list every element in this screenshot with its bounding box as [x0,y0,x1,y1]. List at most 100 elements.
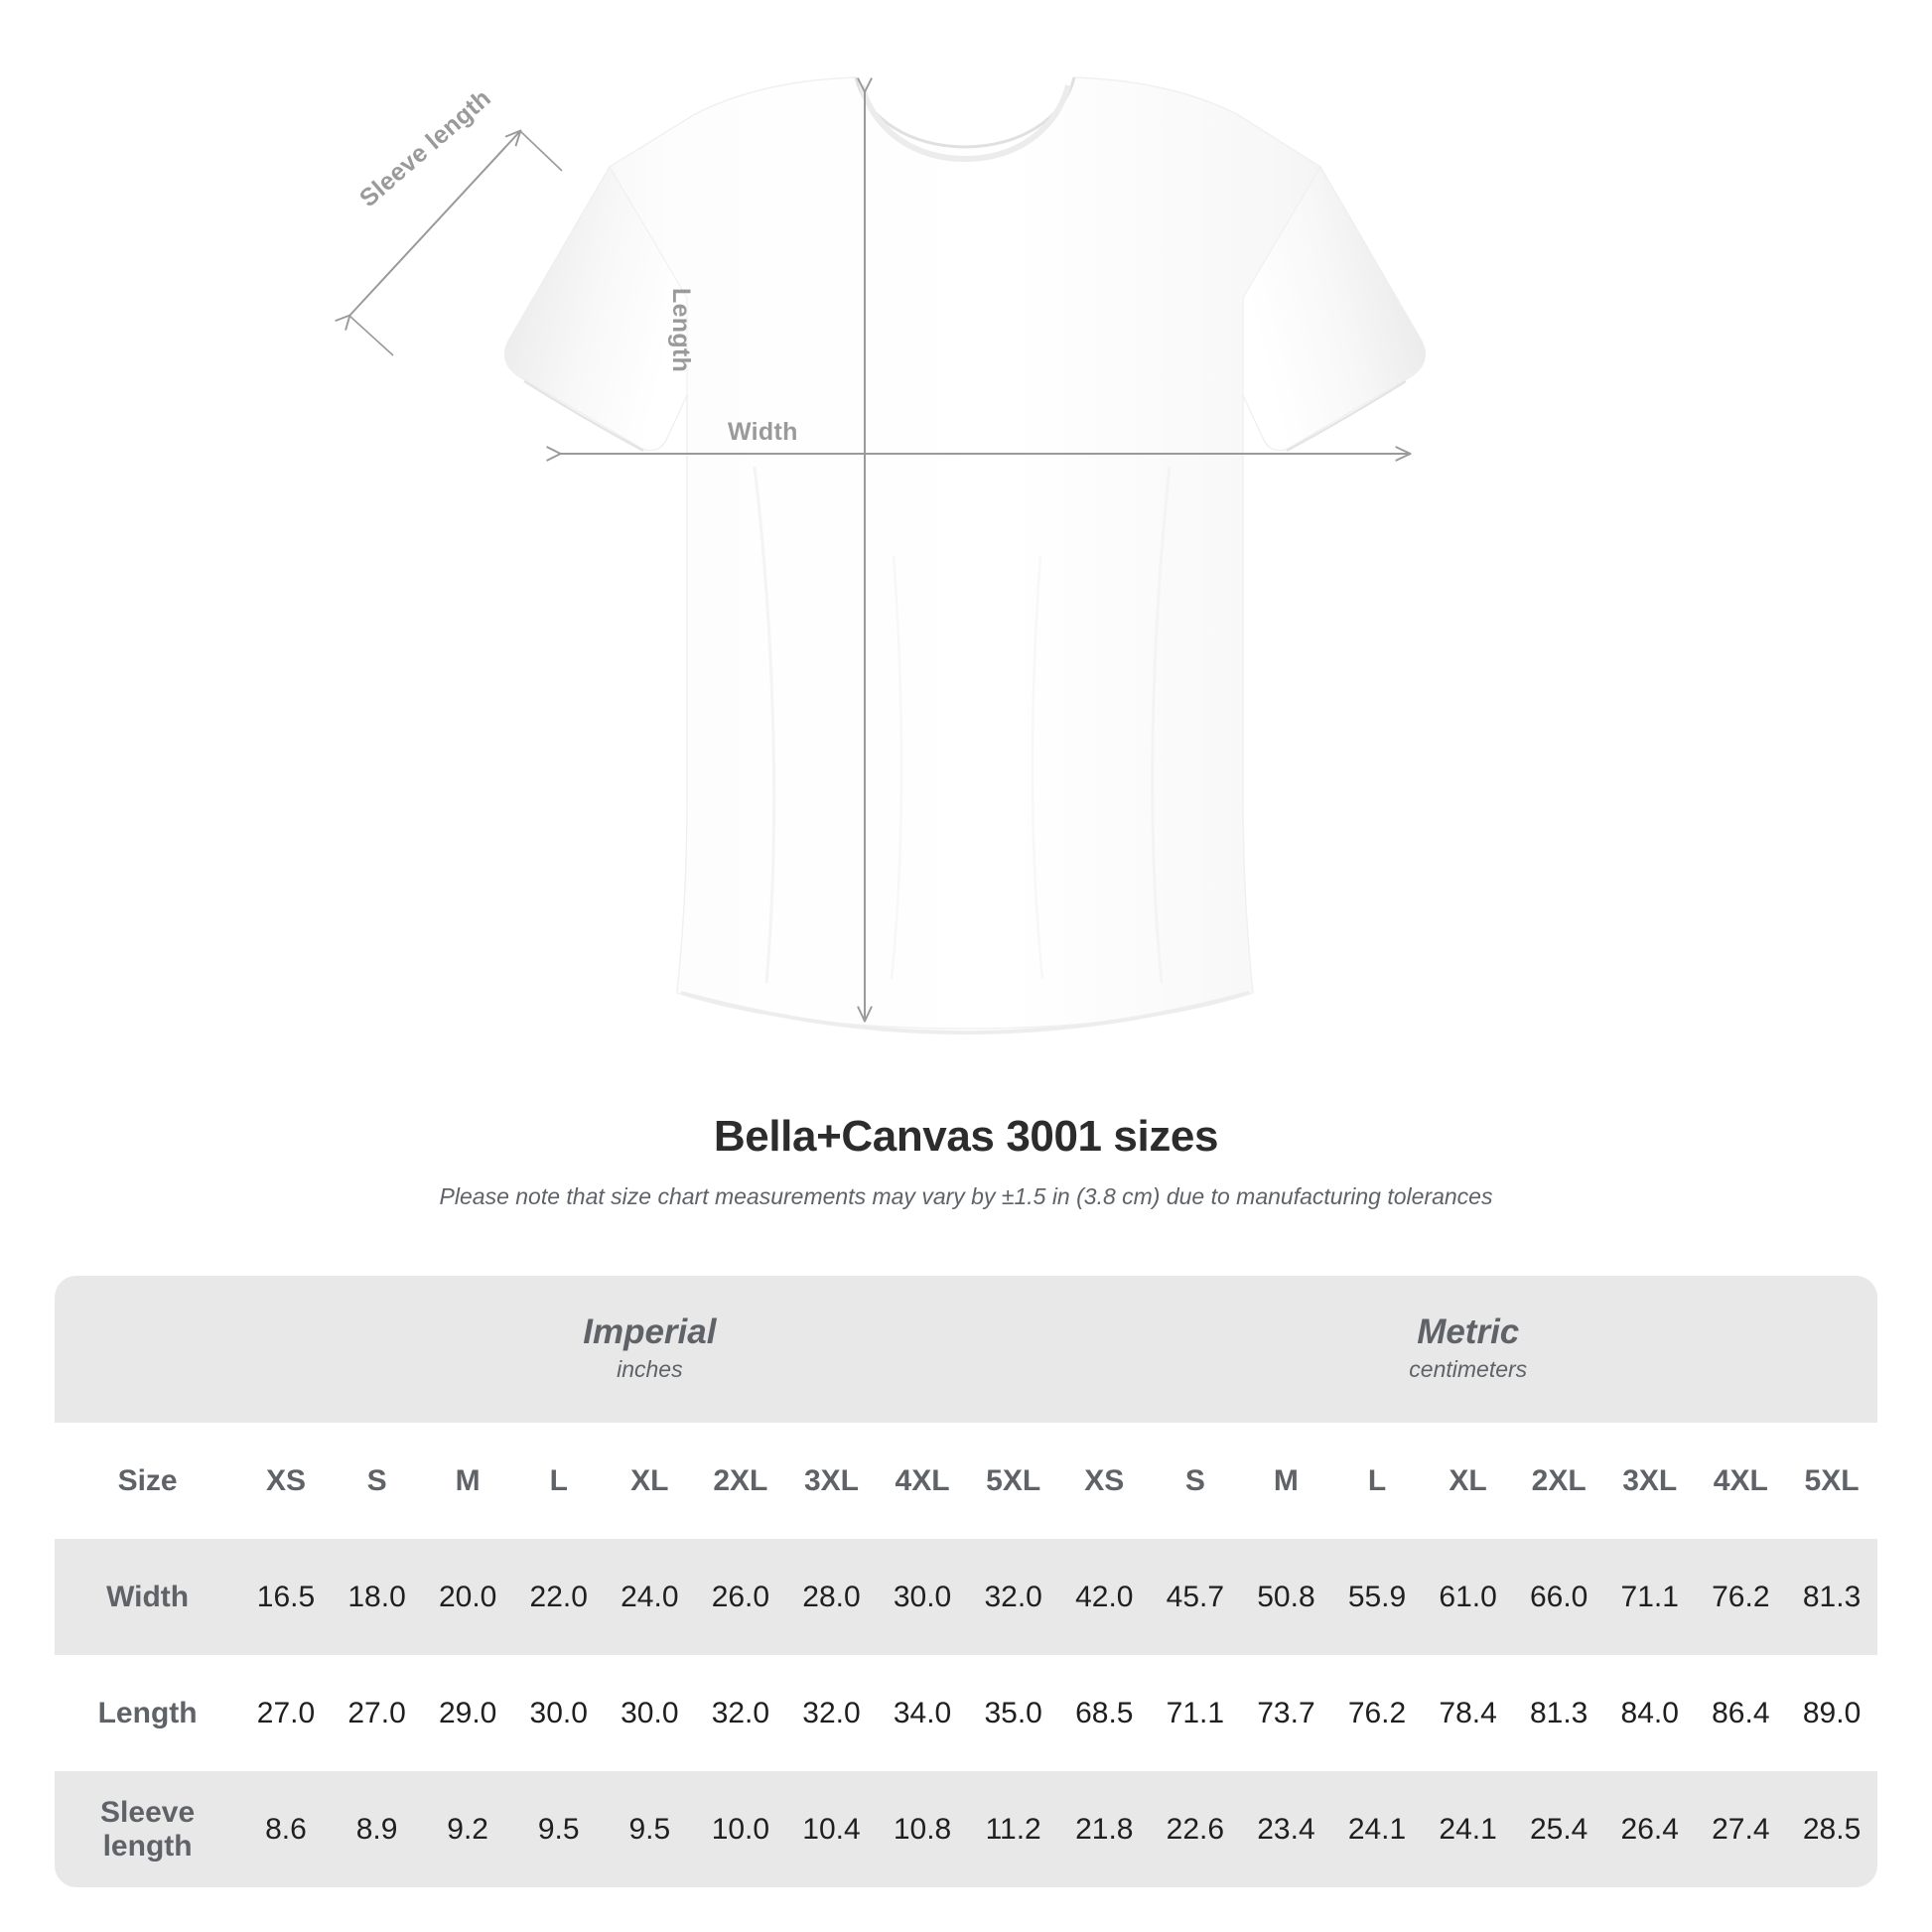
size-header-metric-2xl: 2XL [1513,1423,1604,1539]
size-header-imperial-m: M [422,1423,513,1539]
cell-width-imperial-l: 22.0 [512,1539,605,1655]
row-label-length: Length [55,1655,241,1771]
table-row: Sleeve length 8.6 8.9 9.2 9.5 9.5 10.0 1… [55,1771,1877,1887]
size-header-imperial-xl: XL [604,1423,696,1539]
cell-sleeve-imperial-xl: 9.5 [604,1771,696,1887]
cell-length-metric-2xl: 81.3 [1513,1655,1604,1771]
size-header-imperial-4xl: 4XL [877,1423,968,1539]
measurement-guides [349,91,1410,1021]
cell-sleeve-metric-5xl: 28.5 [1786,1771,1877,1887]
cell-sleeve-metric-3xl: 26.4 [1603,1771,1696,1887]
size-header-imperial-2xl: 2XL [695,1423,786,1539]
size-chart-table: Imperial inches Metric centimeters Size … [55,1276,1877,1887]
cell-sleeve-imperial-s: 8.9 [331,1771,423,1887]
title-block: Bella+Canvas 3001 sizes Please note that… [0,1102,1932,1210]
cell-width-imperial-xl: 24.0 [604,1539,696,1655]
size-header-imperial-3xl: 3XL [785,1423,878,1539]
length-label: Length [667,288,695,373]
unit-banner-spacer [55,1276,241,1423]
cell-sleeve-imperial-5xl: 11.2 [967,1771,1059,1887]
cell-width-imperial-xs: 16.5 [240,1539,332,1655]
page-title: Bella+Canvas 3001 sizes [713,1112,1219,1161]
cell-width-metric-l: 55.9 [1331,1539,1423,1655]
cell-width-metric-2xl: 66.0 [1513,1539,1604,1655]
row-label-width: Width [55,1539,241,1655]
size-header-imperial-5xl: 5XL [967,1423,1059,1539]
cell-length-imperial-l: 30.0 [512,1655,605,1771]
cell-length-imperial-s: 27.0 [331,1655,423,1771]
cell-width-imperial-5xl: 32.0 [967,1539,1059,1655]
sleeve-arrow [349,131,520,316]
cell-width-imperial-2xl: 26.0 [695,1539,786,1655]
cell-width-metric-xl: 61.0 [1422,1539,1514,1655]
cell-width-imperial-m: 20.0 [422,1539,513,1655]
cell-length-imperial-2xl: 32.0 [695,1655,786,1771]
width-label: Width [728,418,798,446]
cell-length-imperial-5xl: 35.0 [967,1655,1059,1771]
cell-width-metric-m: 50.8 [1240,1539,1332,1655]
cell-length-metric-5xl: 89.0 [1786,1655,1877,1771]
cell-sleeve-imperial-4xl: 10.8 [877,1771,968,1887]
imperial-sub: inches [617,1355,683,1382]
size-header-metric-m: M [1240,1423,1332,1539]
unit-banner-metric: Metric centimeters [1058,1276,1877,1423]
table-row: Length 27.0 27.0 29.0 30.0 30.0 32.0 32.… [55,1655,1877,1771]
tshirt-illustration: Sleeve length Length Width [0,76,1427,1035]
cell-width-metric-3xl: 71.1 [1603,1539,1696,1655]
cell-sleeve-metric-xl: 24.1 [1422,1771,1514,1887]
cell-sleeve-imperial-2xl: 10.0 [695,1771,786,1887]
imperial-name: Imperial [583,1311,717,1351]
row-label-sleeve-length: Sleeve length [55,1771,241,1887]
size-header-imperial-xs: XS [240,1423,332,1539]
cell-sleeve-imperial-m: 9.2 [422,1771,513,1887]
size-header-metric-5xl: 5XL [1786,1423,1877,1539]
cell-width-metric-5xl: 81.3 [1786,1539,1877,1655]
size-corner-label: Size [55,1423,241,1539]
cell-length-metric-l: 76.2 [1331,1655,1423,1771]
cell-length-metric-m: 73.7 [1240,1655,1332,1771]
cell-width-imperial-s: 18.0 [331,1539,423,1655]
cell-width-metric-xs: 42.0 [1058,1539,1151,1655]
size-header-metric-s: S [1150,1423,1241,1539]
cell-sleeve-imperial-l: 9.5 [512,1771,605,1887]
cell-length-imperial-m: 29.0 [422,1655,513,1771]
size-header-metric-xl: XL [1422,1423,1514,1539]
unit-banner-row: Imperial inches Metric centimeters [55,1276,1877,1423]
cell-length-metric-3xl: 84.0 [1603,1655,1696,1771]
cell-sleeve-metric-2xl: 25.4 [1513,1771,1604,1887]
cell-width-imperial-3xl: 28.0 [785,1539,878,1655]
tshirt-diagram-svg [0,76,1427,1035]
table-row: Width 16.5 18.0 20.0 22.0 24.0 26.0 28.0… [55,1539,1877,1655]
cell-sleeve-imperial-xs: 8.6 [240,1771,332,1887]
size-header-metric-4xl: 4XL [1695,1423,1787,1539]
size-header-imperial-s: S [331,1423,423,1539]
cell-length-metric-s: 71.1 [1150,1655,1241,1771]
cell-length-metric-xs: 68.5 [1058,1655,1151,1771]
unit-banner-imperial: Imperial inches [240,1276,1059,1423]
metric-sub: centimeters [1409,1355,1528,1382]
cell-sleeve-metric-xs: 21.8 [1058,1771,1151,1887]
cell-length-imperial-3xl: 32.0 [785,1655,878,1771]
metric-name: Metric [1417,1311,1520,1351]
cell-sleeve-metric-l: 24.1 [1331,1771,1423,1887]
tolerance-note: Please note that size chart measurements… [439,1183,1493,1209]
size-header-row: Size XS S M L XL 2XL 3XL 4XL 5XL XS S M … [55,1423,1877,1539]
cell-length-imperial-xs: 27.0 [240,1655,332,1771]
size-header-metric-3xl: 3XL [1603,1423,1696,1539]
cell-width-metric-4xl: 76.2 [1695,1539,1787,1655]
cell-sleeve-metric-s: 22.6 [1150,1771,1241,1887]
shirt-body-shape [503,76,1427,1035]
size-chart-table-container: Imperial inches Metric centimeters Size … [55,1276,1877,1887]
cell-width-metric-s: 45.7 [1150,1539,1241,1655]
cell-sleeve-metric-4xl: 27.4 [1695,1771,1787,1887]
cell-sleeve-imperial-3xl: 10.4 [785,1771,878,1887]
cell-width-imperial-4xl: 30.0 [877,1539,968,1655]
cell-length-metric-4xl: 86.4 [1695,1655,1787,1771]
size-header-imperial-l: L [512,1423,605,1539]
cell-length-imperial-4xl: 34.0 [877,1655,968,1771]
cell-length-metric-xl: 78.4 [1422,1655,1514,1771]
size-header-metric-l: L [1331,1423,1423,1539]
cell-length-imperial-xl: 30.0 [604,1655,696,1771]
size-header-metric-xs: XS [1058,1423,1151,1539]
cell-sleeve-metric-m: 23.4 [1240,1771,1332,1887]
